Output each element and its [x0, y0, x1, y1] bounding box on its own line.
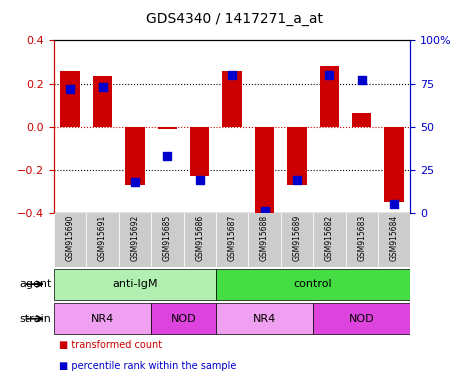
FancyBboxPatch shape [313, 213, 346, 267]
Bar [385, 127, 404, 202]
Text: GSM915686: GSM915686 [195, 215, 204, 261]
Bar [151, 303, 216, 334]
Text: GSM915691: GSM915691 [98, 215, 107, 261]
Bar [216, 269, 410, 300]
Bar [287, 127, 307, 185]
Bar [222, 71, 242, 127]
FancyBboxPatch shape [378, 213, 410, 267]
Text: GSM915692: GSM915692 [130, 215, 139, 261]
Point [228, 72, 236, 78]
Text: anti-IgM: anti-IgM [112, 279, 158, 289]
Bar [255, 127, 274, 215]
Bar [61, 71, 80, 127]
Text: GSM915683: GSM915683 [357, 215, 366, 261]
FancyBboxPatch shape [86, 213, 119, 267]
Bar [54, 269, 216, 300]
Point [67, 86, 74, 92]
Bar [190, 127, 210, 176]
Bar [216, 303, 313, 334]
FancyBboxPatch shape [119, 213, 151, 267]
Text: strain: strain [20, 314, 52, 324]
Bar [158, 127, 177, 129]
Point [293, 177, 301, 184]
FancyBboxPatch shape [183, 213, 216, 267]
Text: GSM915687: GSM915687 [227, 215, 237, 261]
Point [99, 84, 106, 90]
FancyBboxPatch shape [54, 213, 86, 267]
Text: NR4: NR4 [91, 314, 114, 324]
Text: NOD: NOD [349, 314, 375, 324]
Bar [352, 113, 371, 127]
FancyBboxPatch shape [346, 213, 378, 267]
Text: GSM915690: GSM915690 [66, 215, 75, 261]
Text: GSM915688: GSM915688 [260, 215, 269, 261]
FancyBboxPatch shape [249, 213, 281, 267]
Bar [125, 127, 144, 185]
Text: agent: agent [19, 279, 52, 289]
Text: NR4: NR4 [253, 314, 276, 324]
Text: GDS4340 / 1417271_a_at: GDS4340 / 1417271_a_at [146, 12, 323, 25]
Text: GSM915684: GSM915684 [390, 215, 399, 261]
Point [358, 77, 365, 83]
Point [325, 72, 333, 78]
Bar [54, 303, 151, 334]
Text: GSM915685: GSM915685 [163, 215, 172, 261]
FancyBboxPatch shape [151, 213, 183, 267]
Text: GSM915682: GSM915682 [325, 215, 334, 261]
Bar [320, 66, 339, 127]
Point [390, 202, 398, 208]
Text: ■ percentile rank within the sample: ■ percentile rank within the sample [59, 361, 236, 371]
Bar [93, 76, 112, 127]
Bar [313, 303, 410, 334]
Point [164, 153, 171, 159]
Point [131, 179, 139, 185]
Text: ■ transformed count: ■ transformed count [59, 340, 162, 350]
Point [261, 209, 268, 215]
FancyBboxPatch shape [216, 213, 249, 267]
Text: NOD: NOD [171, 314, 197, 324]
Point [196, 177, 204, 184]
FancyBboxPatch shape [281, 213, 313, 267]
Text: control: control [294, 279, 333, 289]
Text: GSM915689: GSM915689 [293, 215, 302, 261]
